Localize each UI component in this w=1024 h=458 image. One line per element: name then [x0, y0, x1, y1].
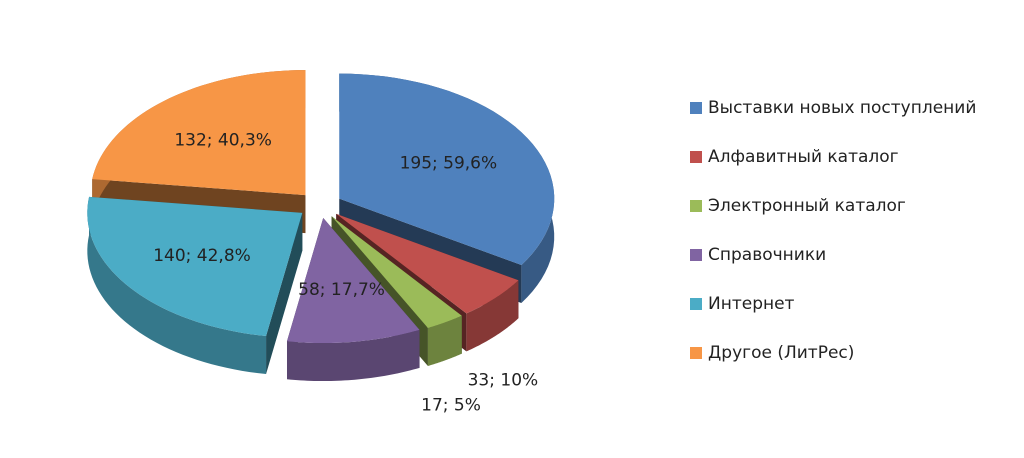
slice — [92, 70, 306, 196]
slice — [87, 196, 303, 337]
slice-wall — [87, 196, 267, 375]
legend-label: Справочники — [708, 245, 826, 265]
legend-swatch — [690, 249, 702, 261]
slice-wall — [427, 315, 462, 366]
slice — [286, 218, 420, 344]
legend-label: Выставки новых поступлений — [708, 98, 976, 118]
slice-wall — [286, 329, 420, 382]
data-label: 58; 17,7% — [298, 280, 385, 300]
data-label: 33; 10% — [468, 370, 539, 390]
legend-swatch — [690, 347, 702, 359]
legend-swatch — [690, 102, 702, 114]
slice — [336, 213, 519, 314]
legend-label: Другое (ЛитРес) — [708, 343, 854, 363]
data-label: 140; 42,8% — [153, 246, 251, 266]
slice — [331, 216, 462, 328]
data-label: 195; 59,6% — [400, 154, 498, 174]
data-label: 132; 40,3% — [174, 131, 272, 151]
slice — [339, 73, 555, 266]
slice-side — [266, 212, 303, 375]
slice-wall — [466, 280, 519, 352]
legend-label: Алфавитный каталог — [708, 147, 899, 167]
legend-swatch — [690, 298, 702, 310]
legend-label: Электронный каталог — [708, 196, 906, 216]
legend-label: Интернет — [708, 294, 795, 314]
data-label: 17; 5% — [421, 396, 481, 416]
legend-swatch — [690, 151, 702, 163]
legend-swatch — [690, 200, 702, 212]
